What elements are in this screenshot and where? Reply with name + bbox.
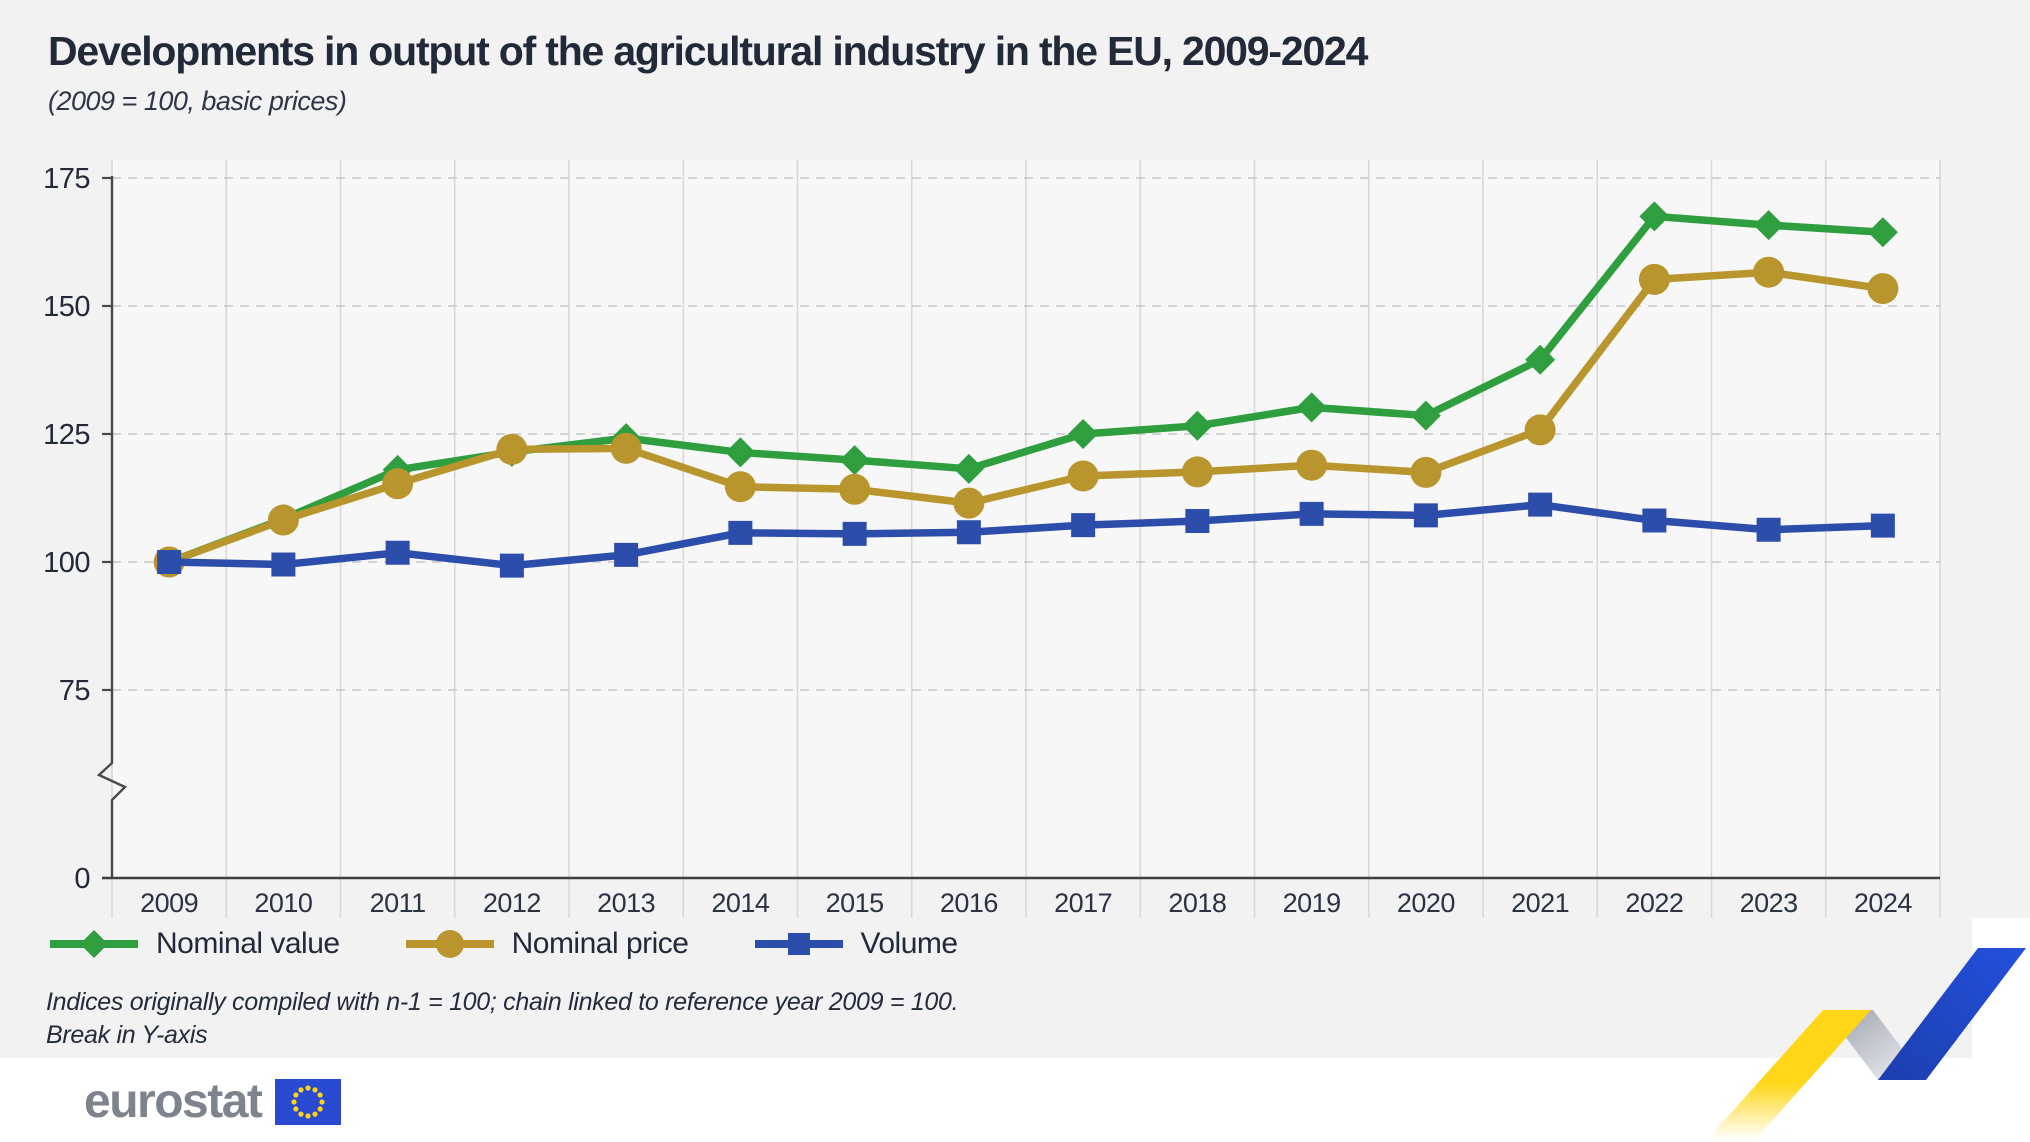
data-point: [271, 552, 296, 577]
data-point: [1185, 509, 1210, 534]
legend-label: Volume: [860, 927, 959, 960]
y-tick-label: 125: [43, 419, 90, 451]
data-point: [157, 550, 182, 574]
data-point: [956, 520, 981, 545]
footnote-line-1: Indices originally compiled with n-1 = 1…: [46, 988, 959, 1016]
data-point: [1639, 201, 1670, 232]
x-tick-label: 2020: [1397, 888, 1455, 918]
data-point: [1067, 460, 1099, 492]
data-point: [1413, 503, 1438, 528]
y-axis-labels: 175 150 125 100 75 0: [43, 163, 90, 895]
data-point: [839, 445, 870, 476]
data-point: [953, 487, 985, 519]
y-tick-label: 0: [74, 863, 90, 895]
data-point: [1525, 344, 1556, 375]
data-point: [1756, 517, 1781, 542]
data-point: [839, 473, 871, 505]
data-point: [842, 521, 867, 546]
volume-square-marker-icon: [754, 933, 843, 955]
y-axis-with-break: [96, 176, 128, 878]
data-point: [385, 540, 410, 565]
data-point: [1296, 449, 1328, 481]
data-point: [1410, 400, 1441, 431]
data-point: [1642, 508, 1667, 533]
ribbon-yellow-segment: [1705, 1010, 1871, 1142]
x-tick-label: 2016: [940, 888, 998, 918]
data-point: [1528, 492, 1553, 517]
legend-label: Nominal value: [156, 927, 340, 960]
x-axis-labels: 2009 2010 2011 2012 2013 2014 2015 2016 2017 2018…: [140, 888, 1913, 918]
data-point: [1299, 501, 1324, 526]
eu-flag-icon: [275, 1079, 342, 1125]
data-point: [1753, 210, 1784, 241]
x-tick-label: 2014: [711, 888, 770, 918]
eu-flag-stars: [291, 1085, 325, 1119]
page-subtitle: (2009 = 100, basic prices): [48, 86, 347, 116]
series-line: [169, 500, 1884, 570]
data-point: [1753, 256, 1785, 288]
data-point: [499, 553, 524, 578]
data-point: [610, 432, 642, 464]
x-tick-label: 2024: [1854, 888, 1913, 918]
legend-item-nominal-price: Nominal price: [404, 926, 689, 962]
series-line: [167, 268, 1884, 566]
nominal-price-circle-marker-icon: [405, 930, 494, 958]
x-tick-label: 2022: [1625, 888, 1683, 918]
data-point: [1638, 263, 1670, 295]
x-tick-label: 2019: [1283, 888, 1341, 918]
series-nominal-value: [154, 201, 1898, 577]
y-tick-label: 75: [59, 675, 90, 707]
data-point: [1410, 456, 1442, 488]
footnote-line-2: Break in Y-axis: [46, 1021, 208, 1049]
data-point: [1867, 217, 1898, 248]
data-point: [614, 542, 639, 567]
data-point: [496, 433, 528, 465]
footnotes: Indices originally compiled with n-1 = 1…: [46, 986, 959, 1052]
data-point: [1870, 513, 1895, 538]
data-point: [1296, 392, 1327, 423]
x-tick-label: 2013: [597, 888, 655, 918]
legend-label: Nominal price: [511, 927, 689, 960]
page-title: Developments in output of the agricultur…: [48, 28, 1368, 74]
x-tick-label: 2021: [1511, 888, 1569, 918]
trend-ribbon-decoration-icon: [1705, 948, 2026, 1142]
data-point: [1182, 410, 1213, 441]
x-tick-label: 2017: [1054, 888, 1112, 918]
data-point: [1181, 456, 1213, 488]
x-tick-label: 2010: [254, 888, 312, 918]
eurostat-logo-text: eurostat: [84, 1075, 263, 1128]
legend-item-nominal-value: Nominal value: [48, 926, 340, 962]
x-tick-label: 2011: [370, 888, 426, 918]
data-point: [1068, 419, 1099, 449]
series-volume: [157, 492, 1895, 578]
data-point: [728, 520, 753, 545]
data-point: [1867, 273, 1899, 305]
y-tick-label: 175: [43, 163, 90, 195]
data-point: [1524, 414, 1556, 446]
legend-item-volume: Volume: [753, 926, 958, 962]
chart-legend: Nominal value Nominal price Volume: [48, 926, 958, 962]
y-tick-label: 100: [43, 547, 90, 579]
data-point: [953, 453, 984, 484]
x-tick-label: 2012: [483, 888, 541, 918]
data-point: [382, 468, 414, 500]
data-point: [725, 437, 756, 468]
x-tick-label: 2015: [826, 888, 884, 918]
x-tick-label: 2009: [140, 888, 198, 918]
series-line: [167, 212, 1884, 566]
eurostat-logo: eurostat: [84, 1075, 342, 1128]
data-point: [267, 504, 299, 536]
data-point: [724, 471, 756, 503]
x-tick-label: 2018: [1168, 888, 1226, 918]
y-tick-label: 150: [43, 291, 90, 323]
ribbon-blue-segment: [1878, 948, 2026, 1080]
data-point: [1071, 513, 1096, 538]
nominal-value-diamond-marker-icon: [50, 930, 138, 958]
x-tick-label: 2023: [1740, 888, 1798, 918]
